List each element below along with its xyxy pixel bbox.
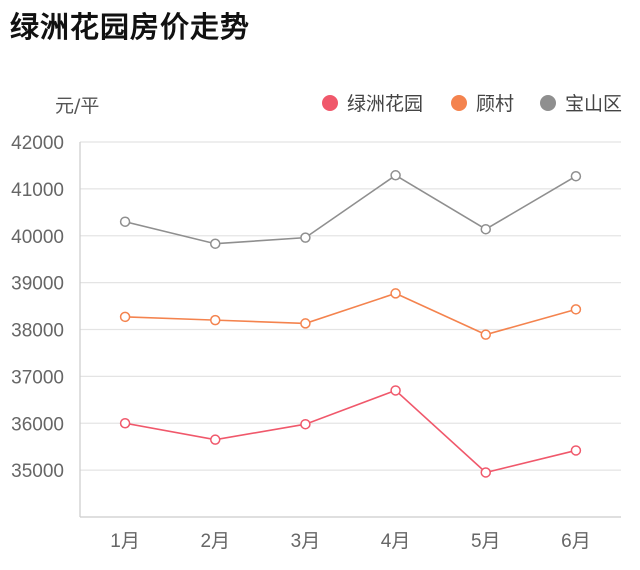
data-point[interactable] (210, 434, 221, 445)
data-point[interactable] (210, 314, 221, 326)
legend[interactable]: 绿洲花园 顾村 宝山区 (322, 93, 622, 115)
legend-marker (451, 95, 467, 111)
series-line (124, 389, 577, 474)
legend-item[interactable]: 宝山区 (540, 93, 622, 115)
x-tick-label: 3月 (291, 531, 321, 552)
legend-item[interactable]: 顾村 (451, 93, 514, 115)
data-point[interactable] (480, 467, 491, 478)
x-tick-label: 5月 (471, 531, 501, 552)
data-point[interactable] (570, 304, 582, 315)
series-1 (119, 385, 582, 478)
data-point[interactable] (480, 329, 491, 340)
chart-title: 绿洲花园房价走势 (10, 10, 251, 44)
data-point[interactable] (300, 232, 311, 243)
series-3 (119, 170, 582, 249)
y-tick-label: 36000 (11, 414, 64, 435)
data-point[interactable] (390, 288, 401, 299)
series-layer (119, 170, 582, 478)
y-axis-ticks: 35000 36000 37000 38000 39000 40000 41000 42000 (11, 133, 64, 482)
data-point[interactable] (390, 385, 401, 396)
legend-label: 绿洲花园 (347, 93, 423, 115)
y-tick-label: 42000 (11, 133, 64, 154)
y-axis-unit-label: 元/平 (55, 95, 99, 117)
axes (79, 142, 621, 518)
data-point[interactable] (480, 223, 491, 235)
data-point[interactable] (119, 418, 131, 429)
data-point[interactable] (300, 418, 311, 430)
data-point[interactable] (300, 318, 311, 329)
legend-label: 顾村 (476, 93, 514, 115)
y-tick-label: 41000 (11, 180, 64, 201)
data-point[interactable] (570, 445, 582, 456)
y-tick-label: 39000 (11, 274, 64, 295)
data-point[interactable] (119, 216, 131, 227)
y-tick-label: 37000 (11, 367, 64, 388)
data-point[interactable] (119, 311, 131, 323)
series-line (124, 174, 577, 245)
legend-label: 宝山区 (565, 93, 622, 115)
x-tick-label: 1月 (110, 531, 140, 552)
y-tick-label: 35000 (11, 461, 64, 482)
legend-item[interactable]: 绿洲花园 (322, 93, 423, 115)
data-point[interactable] (570, 170, 582, 182)
x-tick-label: 6月 (561, 531, 591, 552)
x-axis-ticks: 1月 2月 3月 4月 5月 6月 (110, 531, 590, 552)
data-point[interactable] (390, 170, 401, 181)
y-tick-label: 38000 (11, 321, 64, 342)
series-2 (119, 288, 582, 340)
grid-lines (80, 141, 621, 471)
legend-marker (540, 95, 556, 111)
x-tick-label: 4月 (381, 531, 411, 552)
x-tick-label: 2月 (200, 531, 230, 552)
y-tick-label: 40000 (11, 227, 64, 248)
series-line (125, 292, 577, 336)
data-point[interactable] (210, 238, 221, 249)
legend-marker (322, 95, 338, 111)
